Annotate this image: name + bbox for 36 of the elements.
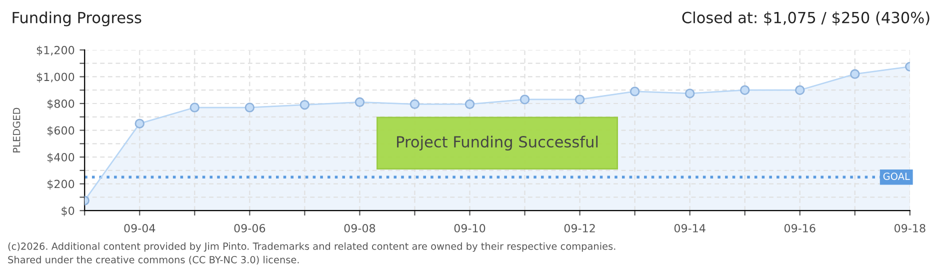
ref-line-label: GOAL xyxy=(883,172,910,180)
y-tick-label: $1,000 xyxy=(36,72,74,83)
x-tick-label: 09-16 xyxy=(784,224,816,232)
y-tick-label: $600 xyxy=(48,126,74,136)
x-tick-label: 09-04 xyxy=(124,224,156,232)
point xyxy=(410,99,420,110)
point xyxy=(520,94,530,104)
y-tick-label: $400 xyxy=(48,152,74,163)
point xyxy=(850,69,860,79)
point xyxy=(464,99,475,110)
x-tick-label: 09-14 xyxy=(674,224,706,232)
x-tick-label: 09-08 xyxy=(344,224,376,232)
y-tick-label: $0 xyxy=(62,206,74,216)
chart-title: Funding Progress xyxy=(12,12,142,26)
text: Shared under the creative commons (CC BY-NC 3.0) license. xyxy=(8,256,299,265)
x-tick-label: 09-06 xyxy=(234,224,266,232)
y-axis-title: PLEDGED xyxy=(12,108,20,152)
point xyxy=(300,100,310,110)
x-tick-label: 09-12 xyxy=(564,224,595,232)
point xyxy=(574,94,585,104)
y-tick-label: $200 xyxy=(48,180,74,190)
point xyxy=(190,102,200,112)
x-tick-label: 09-10 xyxy=(454,224,486,232)
point xyxy=(354,97,365,108)
x-tick-label: 09-18 xyxy=(894,224,926,232)
annotation: Project Funding Successful xyxy=(397,136,598,151)
point xyxy=(134,118,144,128)
point xyxy=(740,85,750,95)
chart-subtitle: Closed at: $1,075 / $250 (430%) xyxy=(682,12,930,26)
point xyxy=(684,88,695,98)
y-tick-label: $1,200 xyxy=(36,46,74,56)
text: (c)2026. Additional content provided by Jim Pinto. Trademarks and related content are owned by their respective companies. xyxy=(8,242,616,252)
point xyxy=(795,85,805,95)
point xyxy=(244,102,255,112)
y-tick-label: $800 xyxy=(48,99,74,110)
point xyxy=(630,86,640,96)
